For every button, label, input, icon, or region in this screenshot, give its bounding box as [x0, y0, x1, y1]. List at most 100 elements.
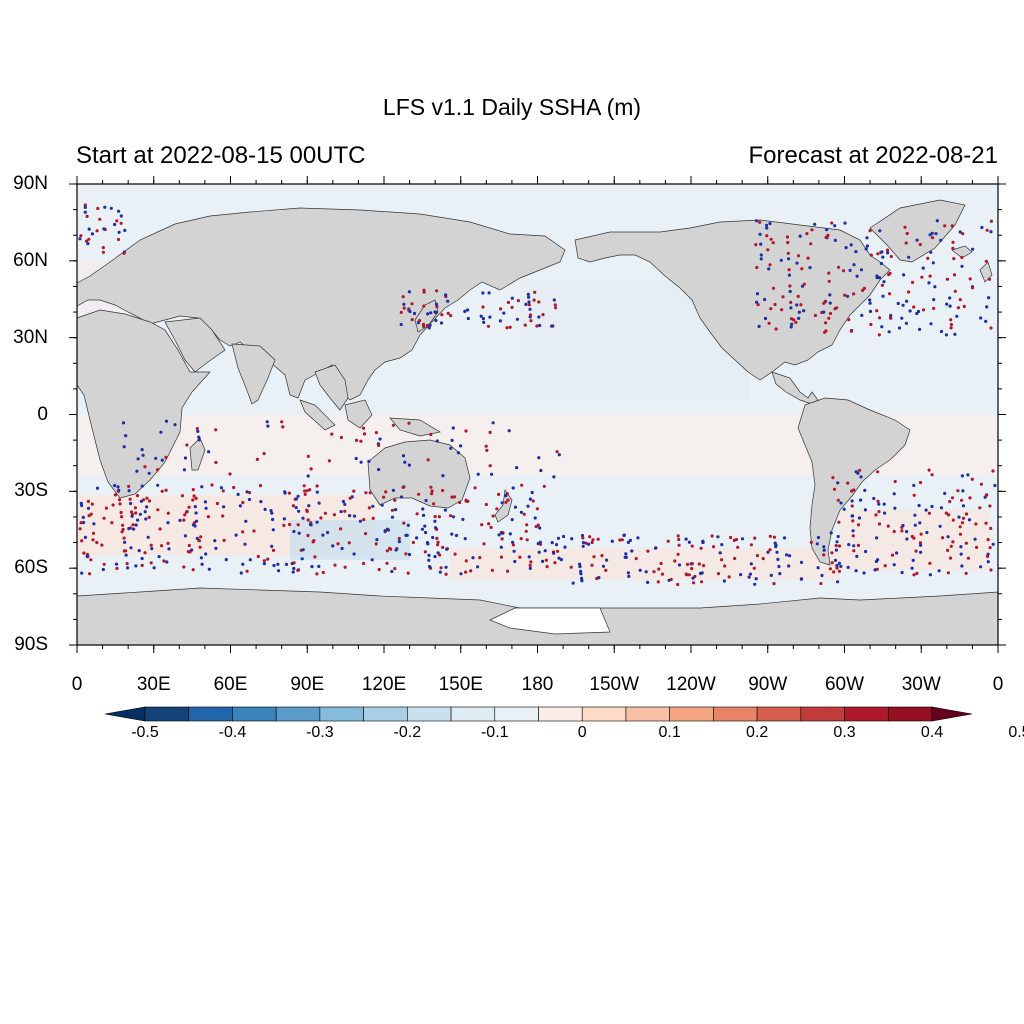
colorbar-swatch [713, 706, 758, 722]
observation-dot [669, 577, 673, 582]
observation-dot [300, 557, 304, 561]
observation-dot [397, 540, 401, 544]
colorbar-swatch [275, 706, 321, 722]
observation-dot [499, 307, 503, 311]
observation-dot [698, 571, 703, 576]
observation-dot [436, 543, 440, 547]
observation-dot [887, 330, 891, 334]
observation-dot [484, 444, 488, 448]
observation-dot [904, 321, 909, 325]
observation-dot [199, 556, 203, 560]
observation-dot [352, 489, 356, 493]
observation-dot [463, 309, 467, 313]
observation-dot [158, 527, 162, 531]
observation-dot [317, 501, 321, 505]
colorbar-swatch [407, 706, 452, 722]
observation-dot [399, 310, 403, 314]
observation-dot [877, 333, 881, 337]
observation-dot [827, 316, 831, 320]
observation-dot [306, 454, 310, 458]
observation-dot [118, 502, 122, 506]
observation-dot [528, 497, 533, 501]
observation-dot [789, 325, 793, 329]
observation-dot [852, 544, 856, 548]
observation-dot [822, 545, 826, 549]
observation-dot [451, 515, 456, 519]
observation-dot [83, 203, 87, 207]
observation-dot [228, 472, 232, 476]
observation-dot [244, 519, 248, 523]
observation-dot [436, 540, 440, 544]
observation-dot [876, 499, 880, 503]
lon-label: 180 [521, 674, 554, 695]
observation-dot [437, 515, 441, 519]
observation-dot [389, 547, 393, 551]
observation-dot [182, 565, 186, 569]
observation-dot [458, 500, 462, 505]
observation-dot [802, 282, 806, 286]
observation-dot [849, 329, 853, 333]
observation-dot [423, 550, 427, 554]
observation-dot [544, 558, 549, 562]
observation-dot [510, 296, 514, 300]
observation-dot [646, 549, 650, 553]
observation-dot [191, 568, 195, 572]
observation-dot [949, 326, 953, 330]
observation-dot [736, 545, 740, 549]
observation-dot [309, 467, 313, 471]
observation-dot [552, 298, 556, 302]
observation-dot [113, 222, 117, 227]
observation-dot [886, 524, 890, 528]
observation-dot [910, 534, 914, 539]
observation-dot [527, 300, 531, 304]
japan [414, 299, 439, 333]
observation-dot [424, 498, 428, 503]
observation-dot [855, 274, 859, 278]
observation-dot [497, 533, 501, 537]
observation-dot [241, 530, 245, 534]
observation-dot [545, 565, 549, 569]
observation-dot [515, 466, 519, 470]
observation-dot [425, 323, 429, 328]
observation-dot [916, 309, 921, 314]
observation-dot [471, 556, 475, 560]
observation-dot [974, 522, 978, 526]
observation-dot [122, 445, 126, 449]
observation-dot [119, 221, 123, 225]
observation-dot [490, 568, 494, 572]
observation-dot [510, 305, 514, 309]
observation-dot [292, 529, 296, 534]
observation-dot [441, 474, 445, 478]
observation-dot [178, 518, 182, 523]
observation-dot [480, 523, 484, 527]
observation-dot [283, 490, 287, 494]
lon-label: 0 [992, 674, 1004, 695]
observation-dot [610, 539, 614, 543]
observation-dot [417, 492, 421, 496]
observation-dot [834, 544, 838, 548]
observation-dot [766, 248, 770, 252]
colorbar-swatch [494, 706, 539, 722]
observation-dot [156, 508, 160, 512]
observation-dot [957, 515, 961, 519]
observation-dot [879, 261, 884, 266]
observation-dot [354, 438, 359, 442]
observation-dot [908, 309, 912, 313]
observation-dot [836, 481, 840, 485]
observation-dot [989, 219, 994, 223]
observation-dot [522, 512, 526, 516]
observation-dot [833, 558, 838, 563]
observation-dot [315, 484, 319, 488]
observation-dot [296, 568, 300, 573]
observation-dot [984, 319, 988, 323]
observation-dot [915, 238, 919, 242]
observation-dot [213, 539, 217, 543]
observation-dot [449, 514, 453, 518]
colorbar-swatch [188, 706, 233, 722]
observation-dot [677, 537, 681, 542]
observation-dot [136, 518, 140, 522]
observation-dot [183, 513, 187, 517]
observation-dot [720, 543, 724, 547]
observation-dot [772, 535, 777, 539]
observation-dot [393, 567, 397, 571]
